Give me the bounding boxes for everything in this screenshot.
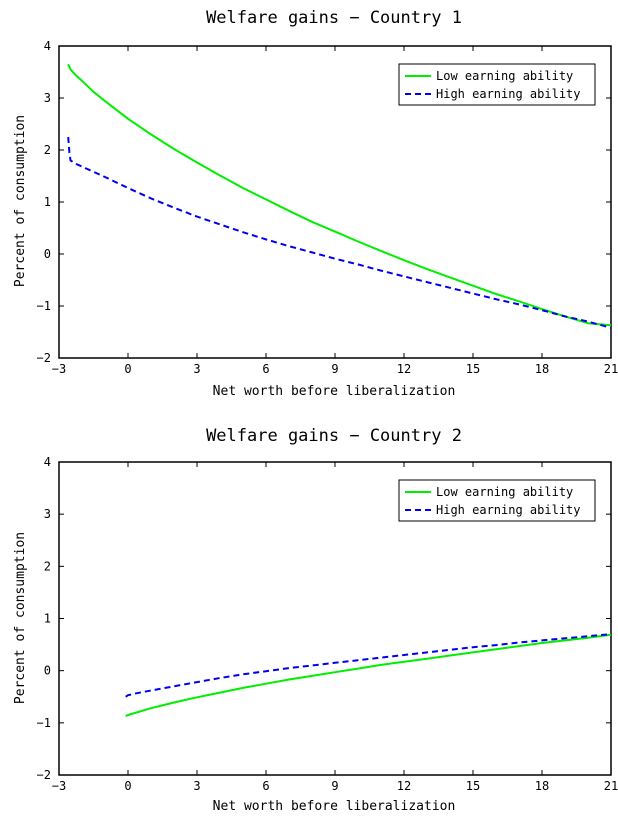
chart-title: Welfare gains − Country 1 (206, 8, 462, 28)
series-line-low-earning-ability (125, 633, 612, 718)
legend-label-low-earning: Low earning ability (436, 485, 573, 499)
series-line-low-earning-ability (67, 63, 612, 327)
x-tick-label: 0 (124, 362, 131, 376)
series-line-high-earning-ability (67, 136, 612, 329)
y-tick-label: 2 (44, 559, 51, 573)
y-tick-label: −2 (37, 351, 51, 365)
y-tick-label: 0 (44, 247, 51, 261)
y-tick-label: −2 (37, 768, 51, 782)
series-layer (67, 63, 612, 329)
x-tick-label: 12 (397, 779, 411, 793)
series-layer (125, 633, 612, 718)
x-tick-label: 6 (262, 779, 269, 793)
legend-label-high-earning: High earning ability (436, 87, 581, 101)
x-tick-label: 15 (466, 779, 480, 793)
chart-panel-country-2: Welfare gains − Country 2 Percent of con… (13, 426, 618, 814)
y-tick-label: 3 (44, 507, 51, 521)
y-tick-label: 1 (44, 195, 51, 209)
x-tick-label: 0 (124, 779, 131, 793)
x-tick-label: 6 (262, 362, 269, 376)
legend-box (398, 63, 596, 106)
x-tick-label: 18 (535, 779, 549, 793)
y-tick-label: 1 (44, 612, 51, 626)
x-axis-label: Net worth before liberalization (213, 384, 456, 399)
x-tick-label: 9 (331, 362, 338, 376)
chart-panel-country-1: Welfare gains − Country 1 Percent of con… (13, 8, 618, 399)
x-tick-label: 21 (604, 779, 618, 793)
x-axis-label: Net worth before liberalization (213, 799, 456, 814)
x-tick-label: −3 (52, 779, 66, 793)
y-tick-label: 0 (44, 664, 51, 678)
x-tick-label: 21 (604, 362, 618, 376)
legend-box (398, 479, 596, 522)
x-tick-label: 15 (466, 362, 480, 376)
x-tick-label: 3 (193, 362, 200, 376)
x-tick-label: −3 (52, 362, 66, 376)
series-line-high-earning-ability (125, 633, 612, 698)
y-axis-label: Percent of consumption (13, 115, 28, 287)
chart-title: Welfare gains − Country 2 (206, 426, 462, 446)
x-tick-label: 12 (397, 362, 411, 376)
legend: Low earning ability High earning ability (398, 63, 596, 106)
y-tick-label: −1 (37, 716, 51, 730)
legend: Low earning ability High earning ability (398, 479, 596, 522)
y-tick-label: 4 (44, 455, 51, 469)
x-tick-label: 9 (331, 779, 338, 793)
y-axis-label: Percent of consumption (13, 532, 28, 704)
legend-label-high-earning: High earning ability (436, 503, 581, 517)
y-tick-label: 3 (44, 91, 51, 105)
x-tick-label: 18 (535, 362, 549, 376)
legend-label-low-earning: Low earning ability (436, 69, 573, 83)
y-tick-label: 4 (44, 39, 51, 53)
y-tick-label: 2 (44, 143, 51, 157)
y-tick-label: −1 (37, 299, 51, 313)
x-tick-label: 3 (193, 779, 200, 793)
